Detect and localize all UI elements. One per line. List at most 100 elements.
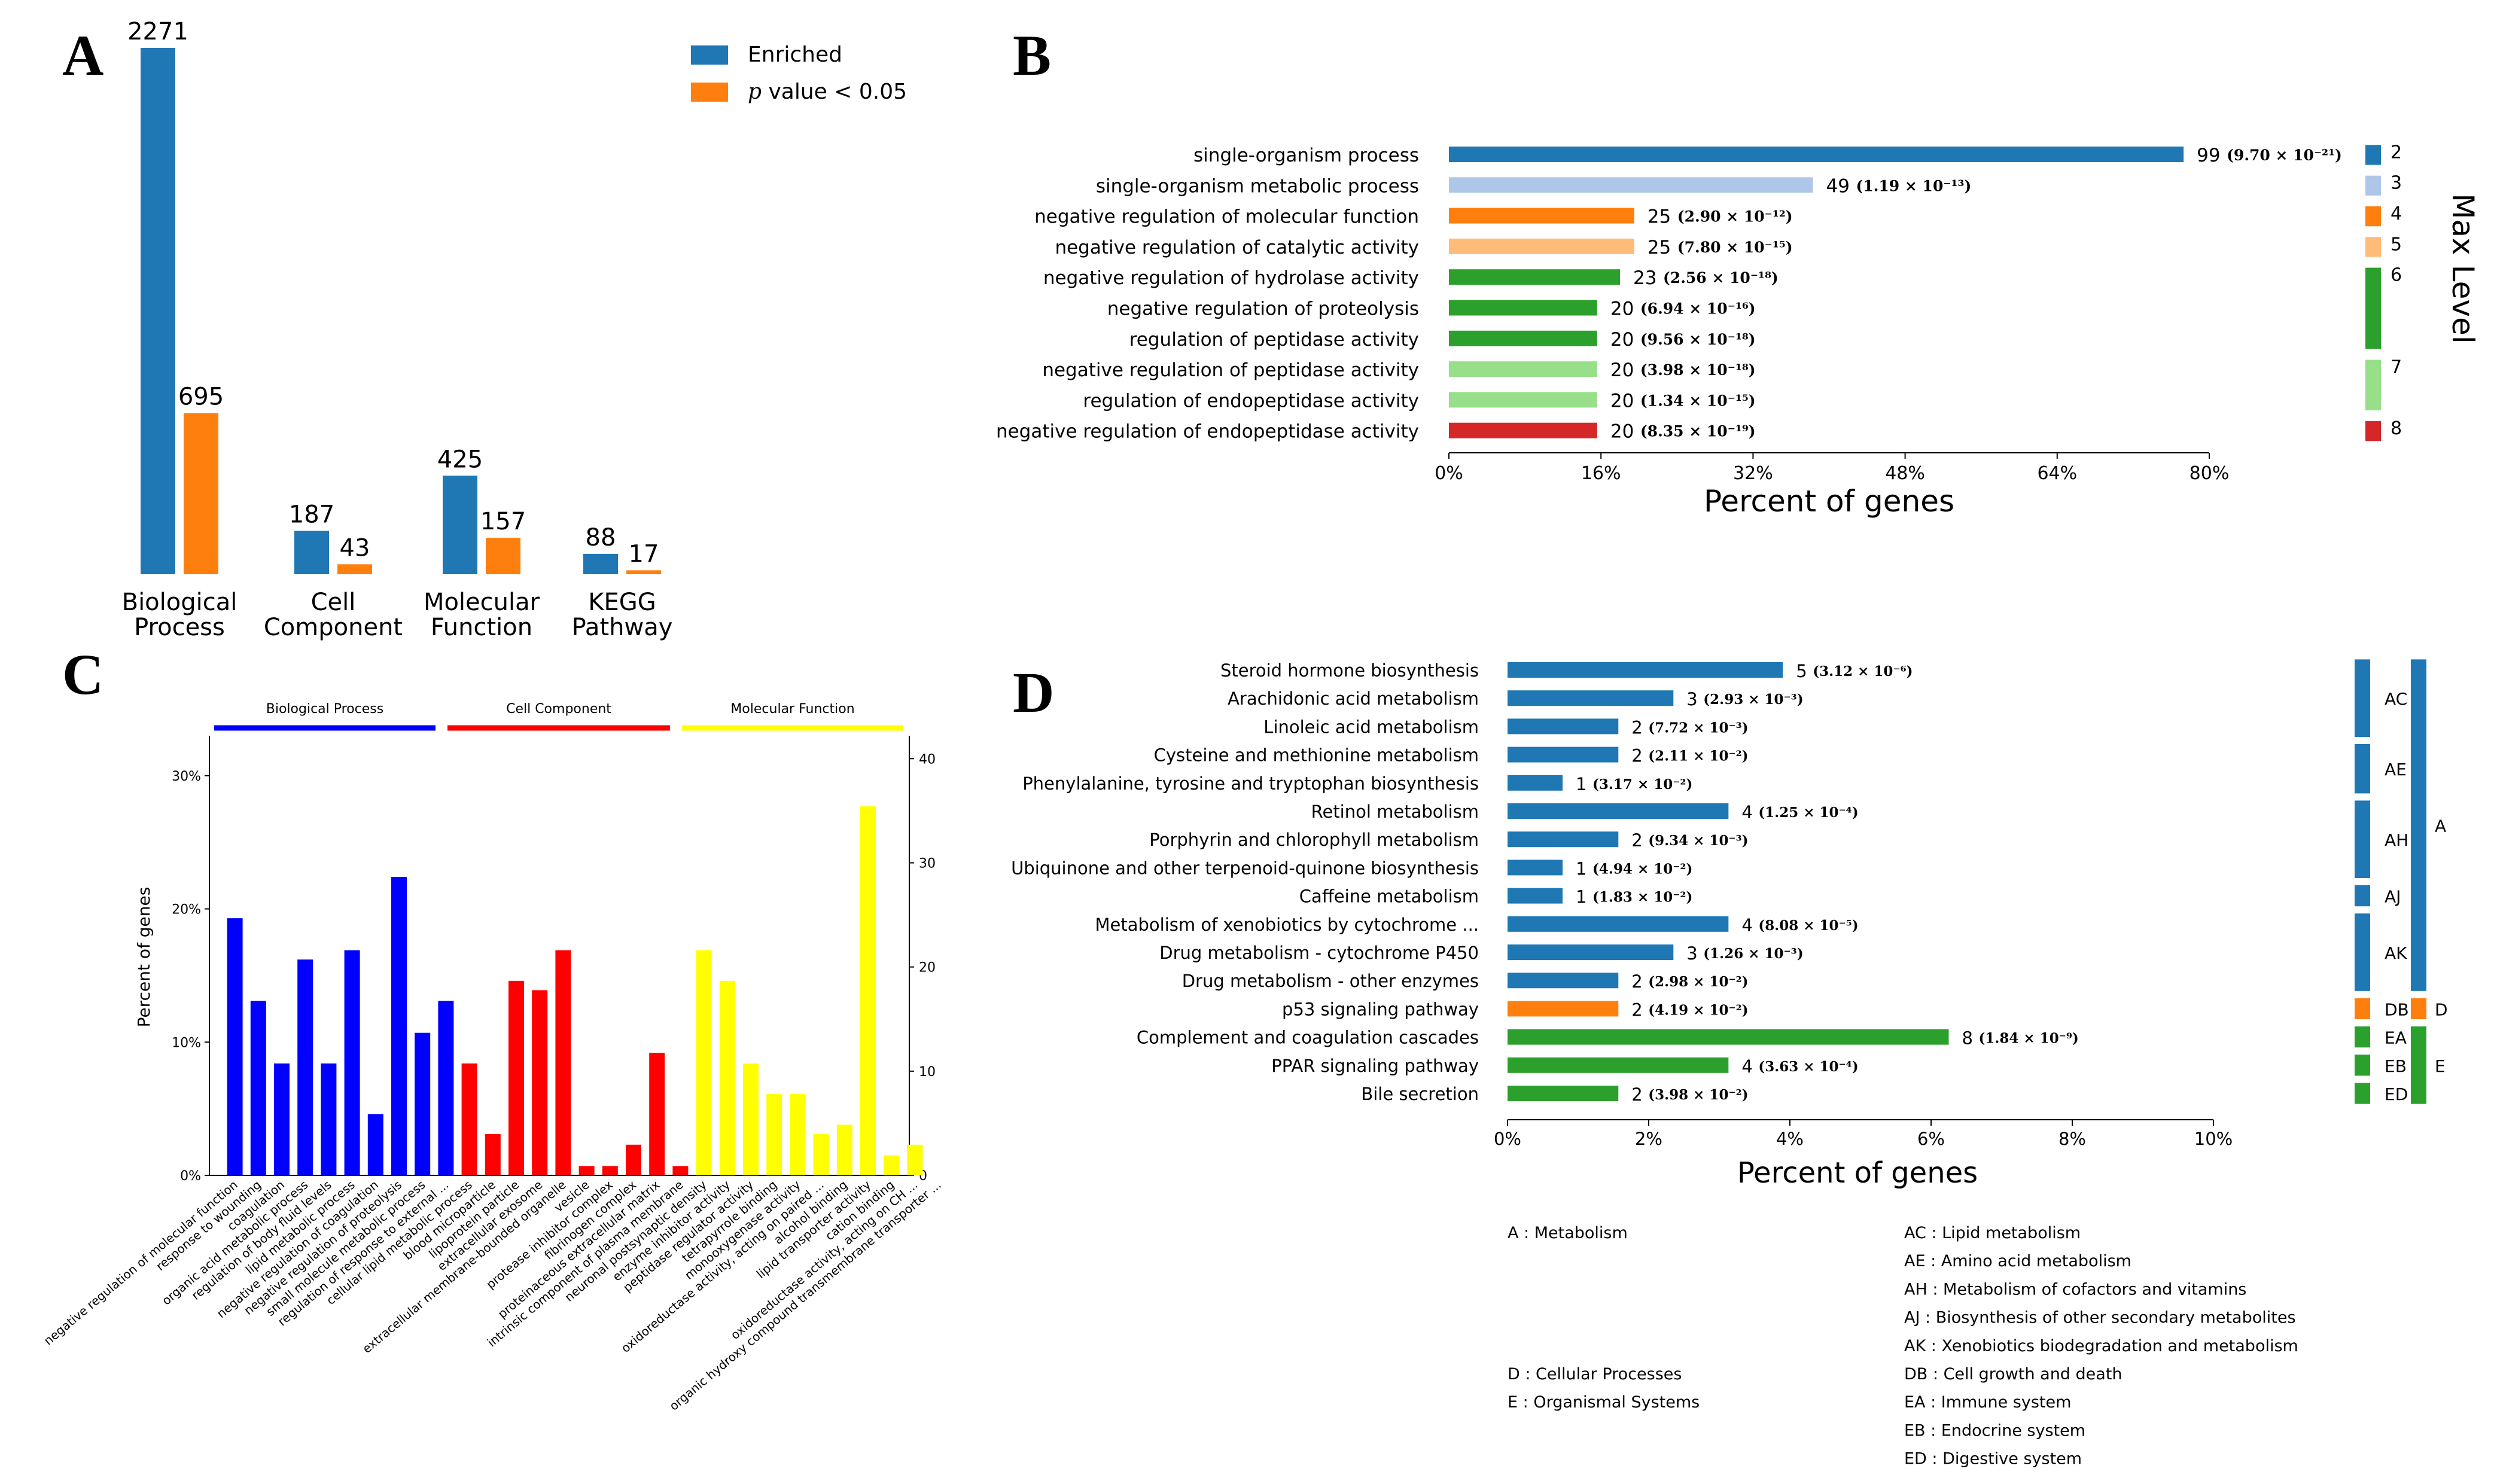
value-label-a-2-1: 157	[480, 508, 526, 535]
x-tick-label-d-1: 2%	[1635, 1129, 1662, 1149]
row-label-b-9: negative regulation of endopeptidase act…	[996, 421, 1419, 443]
level-label-b-2: 4	[2391, 203, 2402, 224]
bar-d-5	[1508, 803, 1729, 819]
panel-label-d: D	[1013, 660, 1054, 724]
x-tick-label-d-0: 0%	[1494, 1129, 1521, 1149]
legend-swatch-a-0	[691, 45, 728, 65]
pval-label-d-5: (1.25 × 10⁻⁴)	[1758, 805, 1858, 821]
count-label-d-0: 5	[1796, 661, 1807, 681]
pval-label-d-8: (1.83 × 10⁻²)	[1592, 889, 1692, 906]
colorbar-title-b: Max Level	[2446, 193, 2480, 343]
count-label-d-2: 2	[1631, 717, 1642, 738]
count-label-b-5: 20	[1610, 298, 1634, 320]
count-label-d-3: 2	[1631, 746, 1642, 766]
bar-c-14	[555, 950, 571, 1175]
y-tick-label-left-c-1: 10%	[172, 1035, 201, 1050]
count-label-d-14: 4	[1741, 1056, 1752, 1077]
y-axis-title-c: Percent of genes	[134, 887, 154, 1028]
subclass-label-d-5: DB	[2385, 1000, 2409, 1019]
bar-b-8	[1449, 392, 1597, 408]
pval-label-d-9: (8.08 × 10⁻⁵)	[1758, 918, 1858, 934]
count-label-b-2: 25	[1648, 206, 1671, 228]
bar-c-2	[274, 1063, 290, 1175]
class-bar-d-1	[2411, 998, 2426, 1019]
count-label-b-7: 20	[1610, 359, 1634, 381]
key-left-d-0: A : Metabolism	[1508, 1224, 1628, 1242]
bar-c-6	[367, 1114, 383, 1175]
bar-c-21	[719, 980, 735, 1175]
bar-c-4	[321, 1063, 337, 1175]
value-label-a-3-0: 88	[586, 524, 616, 551]
row-label-d-4: Phenylalanine, tyrosine and tryptophan b…	[1022, 773, 1479, 794]
bar-c-22	[743, 1063, 759, 1175]
bar-a-0-1	[184, 413, 218, 574]
key-right-d-6: EA : Immune system	[1904, 1393, 2071, 1412]
pval-label-d-12: (4.19 × 10⁻²)	[1648, 1002, 1748, 1018]
y-tick-label-right-c-2: 20	[919, 961, 936, 976]
count-label-d-8: 1	[1576, 887, 1586, 907]
row-label-d-14: PPAR signaling pathway	[1271, 1056, 1479, 1076]
bar-b-9	[1449, 422, 1597, 438]
y-tick-label-right-c-3: 30	[919, 856, 936, 871]
key-right-d-7: EB : Endocrine system	[1904, 1421, 2085, 1440]
key-left-d-5: D : Cellular Processes	[1508, 1365, 1682, 1384]
pval-label-b-0: (9.70 × 10⁻²¹)	[2227, 147, 2342, 164]
pval-label-d-15: (3.98 × 10⁻²)	[1648, 1087, 1748, 1103]
level-swatch-b-0	[2365, 145, 2381, 165]
level-label-b-4: 6	[2391, 265, 2402, 286]
value-label-a-2-0: 425	[437, 446, 483, 473]
subclass-bar-d-6	[2355, 1026, 2370, 1048]
count-label-d-11: 2	[1631, 971, 1642, 992]
level-swatch-b-6	[2365, 421, 2381, 441]
bar-a-2-1	[486, 538, 520, 574]
bar-c-16	[602, 1166, 618, 1175]
bar-c-29	[907, 1144, 923, 1175]
count-label-d-7: 1	[1576, 858, 1586, 879]
bar-d-3	[1508, 746, 1619, 763]
bar-b-4	[1449, 269, 1620, 285]
value-label-a-3-1: 17	[629, 540, 659, 568]
subclass-bar-d-4	[2355, 913, 2370, 991]
level-swatch-b-2	[2365, 206, 2381, 227]
level-swatch-b-4	[2365, 267, 2381, 349]
pval-label-b-9: (8.35 × 10⁻¹⁹)	[1640, 423, 1756, 440]
x-tick-label-b-3: 48%	[1885, 463, 1925, 484]
class-label-d-1: D	[2435, 1000, 2448, 1019]
x-tick-label-b-1: 16%	[1581, 463, 1621, 484]
panel-b-horizontal-bar-chart: single-organism process 99 (9.70 × 10⁻²¹) s…	[996, 142, 2480, 519]
bar-b-7	[1449, 361, 1597, 377]
count-label-d-1: 3	[1686, 689, 1697, 709]
row-label-b-0: single-organism process	[1193, 145, 1419, 166]
legend-swatch-a-1	[691, 83, 728, 102]
level-label-b-0: 2	[2391, 142, 2402, 163]
count-label-b-8: 20	[1610, 390, 1634, 412]
pval-label-b-8: (1.34 × 10⁻¹⁵)	[1640, 392, 1756, 409]
bar-c-12	[508, 980, 524, 1175]
bar-c-17	[626, 1144, 641, 1175]
bar-d-1	[1508, 690, 1674, 706]
bar-c-1	[250, 1001, 266, 1175]
bar-d-10	[1508, 944, 1674, 960]
pval-label-d-3: (2.11 × 10⁻²)	[1648, 748, 1748, 764]
subclass-label-d-7: EB	[2385, 1056, 2407, 1076]
panel-label-a: A	[62, 23, 103, 87]
pval-label-b-6: (9.56 × 10⁻¹⁸)	[1640, 331, 1756, 348]
category-label-a-3-0: KEGG	[588, 589, 656, 616]
subclass-label-d-3: AJ	[2385, 887, 2401, 907]
bar-c-24	[790, 1094, 806, 1175]
subclass-label-d-8: ED	[2385, 1084, 2408, 1104]
bar-c-11	[485, 1133, 501, 1175]
class-bar-d-0	[2411, 659, 2426, 991]
count-label-b-1: 49	[1826, 175, 1849, 197]
count-label-b-6: 20	[1610, 329, 1634, 351]
category-label-a-3-1: Pathway	[572, 614, 673, 641]
legend-label-a-0: Enriched	[748, 42, 842, 67]
bar-a-1-1	[337, 564, 372, 574]
bar-c-7	[391, 877, 407, 1175]
x-tick-label-d-5: 10%	[2194, 1129, 2233, 1149]
value-label-a-0-0: 2271	[127, 18, 188, 45]
pval-label-b-3: (7.80 × 10⁻¹⁵)	[1677, 239, 1793, 256]
subclass-label-d-2: AH	[2385, 830, 2408, 850]
count-label-b-0: 99	[2197, 145, 2220, 166]
